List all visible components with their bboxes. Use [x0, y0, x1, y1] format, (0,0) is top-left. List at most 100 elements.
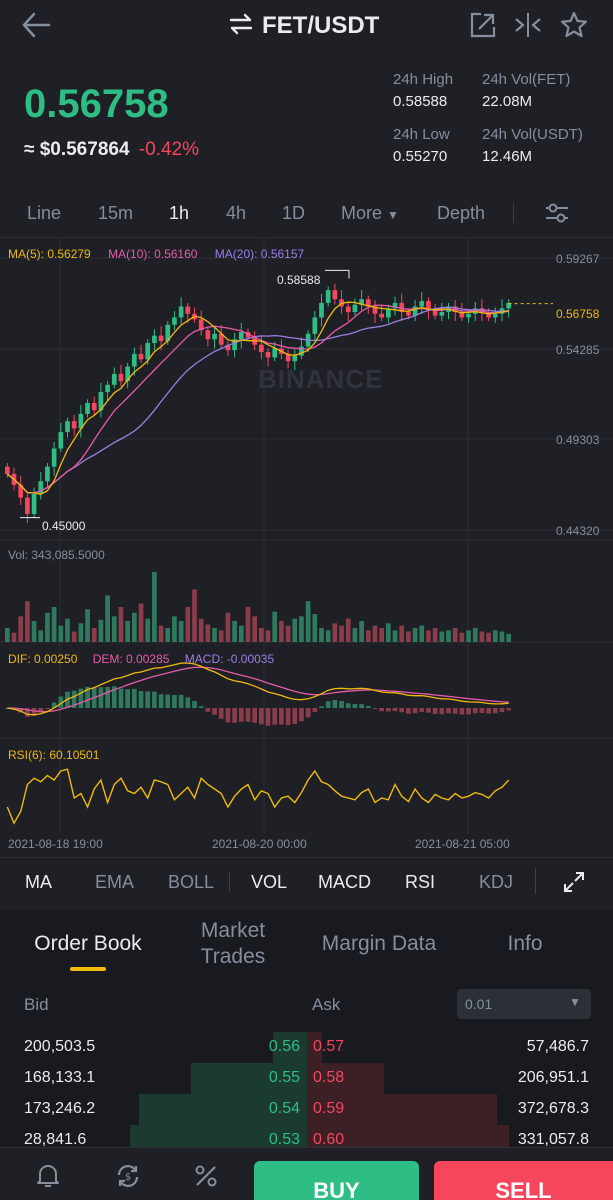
volume-bar	[218, 630, 224, 642]
volume-bar	[272, 611, 278, 642]
ask-price: 0.60	[313, 1131, 345, 1147]
macd-bar	[386, 708, 391, 712]
bid-depth-bar	[139, 1094, 307, 1125]
high-label: 24h High	[393, 71, 454, 88]
timeframe-1h[interactable]: 1h	[169, 203, 190, 223]
timeframe-more[interactable]: More ▼	[341, 203, 399, 224]
sell-button[interactable]: SELL	[434, 1161, 613, 1200]
candle	[78, 413, 84, 429]
macd-bar	[245, 708, 251, 722]
macd-bar	[372, 708, 378, 709]
pair-selector[interactable]: FET/USDT	[228, 10, 379, 42]
timeframe-line[interactable]: Line	[27, 203, 62, 223]
alert-bell-icon[interactable]	[30, 1160, 66, 1192]
macd-bar	[459, 708, 465, 715]
candle	[372, 306, 378, 314]
buy-button[interactable]: BUY	[254, 1161, 419, 1200]
low-value: 0.55270	[393, 148, 448, 165]
volume-bar	[399, 625, 405, 642]
macd-bar	[332, 699, 338, 708]
timeframe-more-label: More	[341, 203, 383, 223]
macd-bar	[365, 705, 371, 708]
macd-bar	[232, 708, 237, 723]
timeframe-1d[interactable]: 1D	[282, 203, 306, 223]
candle	[392, 302, 398, 309]
margin-icon[interactable]	[188, 1160, 224, 1192]
fullscreen-icon[interactable]	[557, 866, 591, 898]
indicator-kdj[interactable]: KDJ	[479, 872, 514, 892]
volume-bar	[319, 628, 324, 642]
candle	[138, 353, 144, 360]
candle	[125, 366, 130, 382]
macd-bar	[279, 708, 284, 725]
vol-base-label: 24h Vol(FET)	[482, 71, 571, 88]
candle	[58, 432, 64, 449]
convert-icon[interactable]: $	[110, 1160, 146, 1192]
swap-arrows-icon	[228, 13, 254, 40]
tab-order-book[interactable]: Order Book	[34, 932, 142, 955]
indicator-boll[interactable]: BOLL	[168, 872, 215, 892]
ask-depth-bar	[307, 1125, 509, 1147]
timeframe-depth[interactable]: Depth	[437, 203, 486, 223]
volume-bar	[165, 628, 171, 642]
macd-bar	[71, 690, 77, 708]
candle	[65, 421, 70, 433]
order-book-row[interactable]: 28,841.6 0.53 0.60 331,057.8	[0, 1125, 613, 1147]
order-book-row[interactable]: 168,133.1 0.55 0.58 206,951.1	[0, 1063, 613, 1094]
precision-select[interactable]: 0.01 ▼	[457, 989, 591, 1019]
candle	[365, 299, 371, 307]
indicator-ema[interactable]: EMA	[95, 872, 135, 892]
share-icon[interactable]	[466, 9, 500, 41]
volume-bar	[111, 616, 117, 642]
candle	[232, 339, 237, 351]
tab-info[interactable]: Info	[507, 932, 543, 955]
macd-bar	[205, 708, 211, 712]
timeframe-15m[interactable]: 15m	[98, 203, 134, 223]
volume-bar	[252, 616, 257, 642]
volume-bar	[345, 618, 351, 642]
timeframe-4h[interactable]: 4h	[226, 203, 247, 223]
caret-down-icon: ▼	[387, 208, 399, 222]
volume-bar	[5, 628, 10, 642]
volume-bar	[312, 614, 318, 642]
macd-bar	[432, 708, 438, 714]
macd-bar	[472, 708, 478, 714]
compare-icon[interactable]	[511, 9, 545, 41]
volume-bar	[446, 630, 451, 642]
indicator-bar	[0, 857, 613, 909]
candle	[158, 335, 164, 342]
bid-price: 0.55	[268, 1069, 300, 1086]
candle	[345, 306, 351, 312]
macd-bar	[225, 708, 231, 723]
macd-bar	[419, 708, 425, 712]
indicator-rsi[interactable]: RSI	[405, 872, 436, 892]
macd-bar	[185, 697, 191, 708]
y-tick: 0.44320	[556, 524, 600, 538]
chart-area[interactable]: MA(5): 0.56279 MA(10): 0.56160 MA(20): 0…	[0, 237, 613, 857]
order-book-row[interactable]: 173,246.2 0.54 0.59 372,678.3	[0, 1094, 613, 1125]
volume-bar	[506, 633, 511, 642]
ask-quantity: 331,057.8	[517, 1131, 589, 1147]
candle	[412, 306, 418, 316]
dif-label: DIF: 0.00250	[8, 652, 78, 666]
volume-bar	[325, 630, 331, 642]
tab-margin-data[interactable]: Margin Data	[321, 932, 437, 955]
candle	[91, 402, 97, 411]
indicator-ma[interactable]: MA	[25, 872, 52, 892]
tab-market-trades[interactable]: Market Trades	[200, 919, 266, 968]
high-marker: 0.58588	[277, 273, 321, 287]
chart-settings-icon[interactable]	[540, 198, 574, 228]
current-price-tag: 0.56758	[556, 307, 600, 321]
divider	[229, 872, 230, 892]
volume-bar	[125, 621, 130, 642]
indicator-vol[interactable]: VOL	[251, 872, 288, 892]
bid-quantity: 28,841.6	[24, 1131, 87, 1147]
macd-bar	[192, 701, 197, 708]
macd-bar	[152, 691, 157, 708]
volume-bar	[198, 618, 204, 642]
indicator-macd[interactable]: MACD	[318, 872, 371, 892]
star-icon[interactable]	[556, 9, 592, 41]
macd-bar	[25, 708, 30, 717]
arrow-left-icon[interactable]	[16, 8, 56, 42]
order-book-row[interactable]: 200,503.5 0.56 0.57 57,486.7	[0, 1032, 613, 1063]
